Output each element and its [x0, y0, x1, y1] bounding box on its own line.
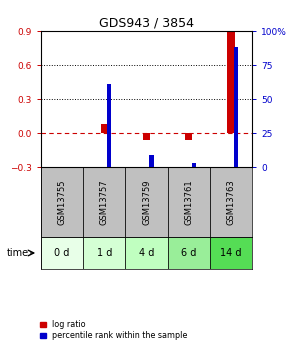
Bar: [125, 237, 168, 269]
Text: GSM13759: GSM13759: [142, 179, 151, 225]
Text: 4 d: 4 d: [139, 248, 154, 258]
Text: 6 d: 6 d: [181, 248, 196, 258]
Bar: [83, 237, 125, 269]
Title: GDS943 / 3854: GDS943 / 3854: [99, 17, 194, 30]
Text: 0 d: 0 d: [54, 248, 70, 258]
Text: GSM13761: GSM13761: [184, 179, 193, 225]
Bar: [168, 167, 210, 237]
Text: GSM13757: GSM13757: [100, 179, 109, 225]
Bar: [227, 31, 235, 133]
Bar: [41, 167, 83, 237]
Bar: [107, 84, 111, 167]
Legend: log ratio, percentile rank within the sample: log ratio, percentile rank within the sa…: [39, 319, 188, 341]
Bar: [143, 133, 150, 140]
Text: GSM13763: GSM13763: [226, 179, 235, 225]
Bar: [41, 237, 83, 269]
Bar: [125, 167, 168, 237]
Bar: [210, 237, 252, 269]
Text: GSM13755: GSM13755: [58, 179, 67, 225]
Bar: [149, 155, 154, 167]
Text: time: time: [7, 248, 29, 258]
Bar: [168, 237, 210, 269]
Text: 1 d: 1 d: [97, 248, 112, 258]
Bar: [192, 163, 196, 167]
Bar: [210, 167, 252, 237]
Bar: [234, 47, 238, 167]
Bar: [100, 124, 108, 133]
Text: 14 d: 14 d: [220, 248, 242, 258]
Bar: [83, 167, 125, 237]
Bar: [185, 133, 193, 140]
